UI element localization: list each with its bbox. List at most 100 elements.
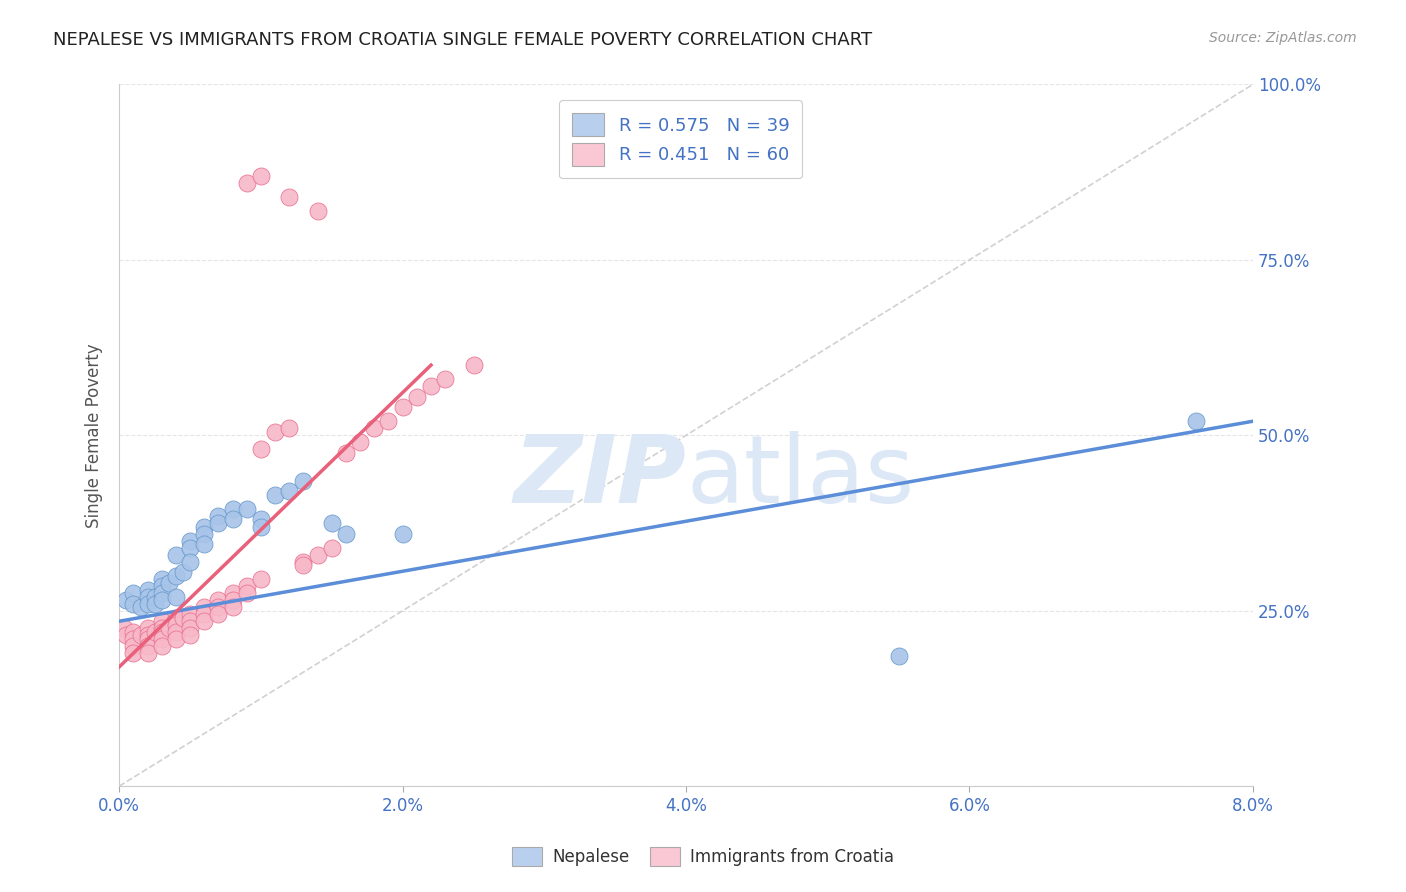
Point	[150, 586, 173, 600]
Point	[221, 586, 243, 600]
Point	[292, 555, 315, 569]
Point	[150, 572, 173, 586]
Point	[122, 586, 145, 600]
Point	[236, 586, 259, 600]
Point	[179, 533, 201, 548]
Point	[157, 575, 180, 590]
Point	[1185, 414, 1208, 428]
Point	[321, 541, 343, 555]
Point	[250, 169, 273, 183]
Point	[115, 593, 138, 607]
Point	[236, 579, 259, 593]
Point	[112, 621, 135, 635]
Point	[150, 621, 173, 635]
Point	[264, 488, 287, 502]
Point	[221, 593, 243, 607]
Point	[207, 508, 229, 523]
Point	[193, 537, 215, 551]
Point	[207, 593, 229, 607]
Point	[391, 526, 413, 541]
Point	[165, 624, 187, 639]
Point	[236, 502, 259, 516]
Point	[136, 582, 159, 597]
Point	[278, 421, 301, 435]
Point	[420, 379, 443, 393]
Point	[207, 516, 229, 530]
Point	[143, 597, 166, 611]
Point	[136, 646, 159, 660]
Point	[434, 372, 457, 386]
Point	[150, 639, 173, 653]
Point	[250, 442, 273, 457]
Point	[179, 607, 201, 622]
Point	[150, 614, 173, 628]
Point	[207, 607, 229, 622]
Point	[405, 390, 427, 404]
Point	[150, 624, 173, 639]
Point	[250, 519, 273, 533]
Point	[136, 628, 159, 642]
Point	[221, 512, 243, 526]
Point	[193, 614, 215, 628]
Point	[165, 568, 187, 582]
Point	[463, 358, 485, 372]
Point	[150, 579, 173, 593]
Point	[179, 541, 201, 555]
Point	[363, 421, 385, 435]
Point	[115, 628, 138, 642]
Point	[179, 621, 201, 635]
Point	[157, 621, 180, 635]
Legend: Nepalese, Immigrants from Croatia: Nepalese, Immigrants from Croatia	[506, 840, 900, 873]
Point	[278, 190, 301, 204]
Point	[165, 611, 187, 625]
Point	[887, 649, 910, 664]
Point	[150, 632, 173, 646]
Point	[193, 526, 215, 541]
Point	[172, 565, 194, 579]
Point	[179, 614, 201, 628]
Point	[172, 611, 194, 625]
Point	[136, 639, 159, 653]
Point	[307, 548, 329, 562]
Point	[292, 558, 315, 573]
Text: NEPALESE VS IMMIGRANTS FROM CROATIA SINGLE FEMALE POVERTY CORRELATION CHART: NEPALESE VS IMMIGRANTS FROM CROATIA SING…	[53, 31, 873, 49]
Point	[179, 628, 201, 642]
Point	[136, 621, 159, 635]
Point	[250, 572, 273, 586]
Point	[391, 401, 413, 415]
Point	[136, 597, 159, 611]
Point	[122, 639, 145, 653]
Point	[250, 512, 273, 526]
Point	[193, 607, 215, 622]
Point	[165, 548, 187, 562]
Point	[264, 425, 287, 439]
Point	[165, 632, 187, 646]
Point	[136, 590, 159, 604]
Point	[122, 624, 145, 639]
Point	[150, 593, 173, 607]
Point	[136, 632, 159, 646]
Text: atlas: atlas	[686, 432, 914, 524]
Point	[193, 600, 215, 615]
Point	[122, 597, 145, 611]
Point	[221, 600, 243, 615]
Point	[349, 435, 371, 450]
Point	[221, 502, 243, 516]
Point	[122, 632, 145, 646]
Point	[193, 519, 215, 533]
Point	[129, 628, 152, 642]
Point	[179, 555, 201, 569]
Point	[165, 617, 187, 632]
Point	[143, 590, 166, 604]
Point	[292, 474, 315, 488]
Point	[122, 646, 145, 660]
Point	[307, 203, 329, 218]
Point	[236, 176, 259, 190]
Y-axis label: Single Female Poverty: Single Female Poverty	[86, 343, 103, 527]
Point	[207, 600, 229, 615]
Point	[321, 516, 343, 530]
Point	[278, 484, 301, 499]
Point	[129, 600, 152, 615]
Text: Source: ZipAtlas.com: Source: ZipAtlas.com	[1209, 31, 1357, 45]
Point	[165, 590, 187, 604]
